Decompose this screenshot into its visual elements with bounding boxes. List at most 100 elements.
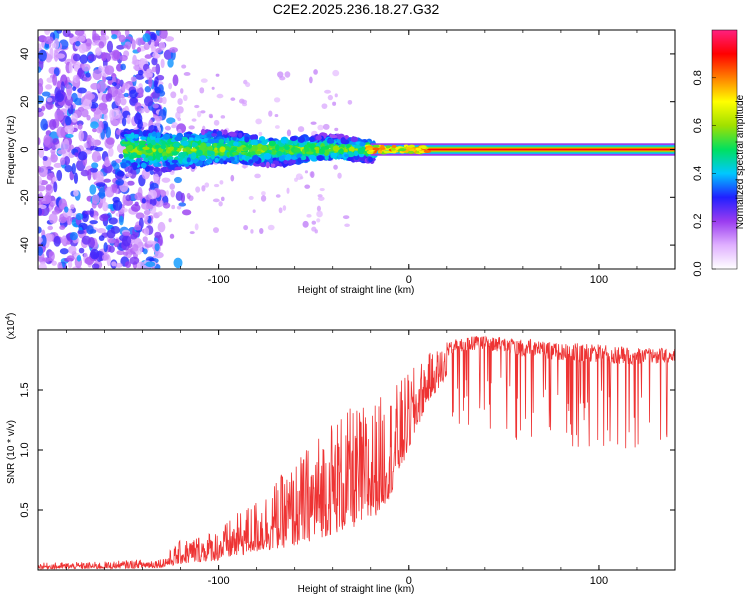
band-blob (314, 147, 320, 151)
noise-blob (157, 221, 166, 233)
noise-blob (327, 94, 334, 101)
band-blob (208, 150, 215, 156)
noise-blob (188, 125, 195, 130)
band-blob (195, 135, 201, 139)
colorbar-tick-label: 0.0 (692, 261, 704, 276)
band-blob (293, 147, 301, 153)
noise-blob (261, 191, 266, 196)
band-blob (390, 147, 396, 151)
noise-blob (168, 82, 173, 90)
noise-blob (74, 30, 85, 36)
band-blob (169, 146, 174, 150)
noise-blob (145, 261, 156, 268)
noise-blob (54, 92, 64, 103)
snr-ytick-label: 0.5 (19, 502, 31, 517)
band-blob (138, 130, 144, 137)
noise-blob (127, 180, 135, 186)
noise-blob (130, 76, 137, 82)
noise-blob (171, 204, 176, 210)
noise-blob (91, 162, 99, 169)
noise-blob (111, 160, 117, 167)
noise-blob (121, 234, 132, 247)
noise-blob (61, 235, 67, 245)
noise-blob (57, 261, 63, 269)
noise-blob (157, 211, 163, 217)
band-blob (285, 153, 292, 161)
noise-blob (72, 53, 81, 62)
noise-blob (324, 89, 332, 94)
noise-blob (322, 123, 330, 130)
band-blob (161, 140, 166, 145)
band-blob (337, 154, 343, 159)
spectrogram-axes: -100 0 100 -40 -20 0 20 40 (19, 30, 676, 286)
noise-blob (143, 214, 149, 222)
noise-blob (211, 86, 215, 90)
band-blob (270, 163, 276, 168)
band-blob (138, 140, 147, 145)
band-blob (135, 154, 142, 159)
snr-axes: -100 0 100 0.5 1.0 1.5 (19, 330, 676, 587)
spectrogram-xtick-label: -100 (208, 274, 230, 286)
noise-blob (347, 99, 353, 105)
noise-blob (170, 189, 176, 198)
noise-blob (134, 73, 145, 80)
band-blob (372, 147, 380, 151)
band-blob (339, 148, 344, 155)
noise-blob (182, 94, 188, 102)
noise-blob (93, 215, 99, 221)
noise-blob (53, 67, 60, 77)
noise-blob (108, 217, 118, 225)
noise-blob (138, 86, 144, 97)
noise-blob (151, 57, 158, 66)
band-blob (299, 142, 308, 146)
band-blob (150, 139, 157, 146)
noise-blob (282, 205, 287, 211)
band-blob (289, 136, 298, 142)
band-blob (316, 155, 325, 162)
band-blob (238, 132, 243, 138)
noise-blob (66, 215, 73, 226)
band-blob (174, 136, 183, 142)
band-blob (125, 145, 132, 152)
band-blob (219, 158, 224, 165)
noise-blob (218, 201, 223, 207)
noise-blob (332, 101, 337, 106)
noise-blob (43, 146, 49, 152)
noise-blob (104, 65, 115, 75)
band-blob (134, 134, 139, 139)
colorbar-tick-label: 0.4 (692, 166, 704, 181)
noise-blob (230, 174, 235, 182)
noise-blob (111, 82, 117, 87)
snr-ytick-label: 1.0 (19, 442, 31, 457)
noise-blob (172, 74, 179, 87)
band-blob (329, 134, 338, 139)
band-blob (353, 150, 359, 157)
band-blob (249, 151, 256, 156)
noise-blob (67, 245, 77, 254)
snr-panel: -100 0 100 0.5 1.0 1.5 Height of straight lin… (5, 313, 676, 595)
snr-multiplier-close: ) (6, 313, 17, 316)
noise-blob (106, 229, 116, 239)
band-blob (121, 141, 130, 145)
noise-blob (212, 227, 220, 233)
noise-blob (102, 254, 108, 261)
band-blob (284, 145, 290, 151)
noise-blob (208, 113, 213, 118)
band-blob (308, 154, 316, 160)
noise-blob (122, 251, 129, 256)
noise-blob (76, 255, 82, 262)
noise-blob (44, 30, 51, 36)
noise-blob (77, 68, 83, 78)
snr-marks (38, 335, 675, 570)
noise-blob (48, 234, 53, 243)
noise-blob (146, 240, 155, 245)
noise-blob (89, 207, 94, 218)
noise-blob (78, 43, 87, 54)
band-blob (297, 136, 306, 143)
noise-blob (85, 93, 96, 101)
noise-blob (92, 30, 97, 41)
band-blob (140, 136, 147, 141)
band-blob (181, 136, 188, 142)
noise-blob (334, 93, 338, 98)
spectrogram-panel: -100 0 100 -40 -20 0 20 40 Height of straight l… (6, 29, 676, 296)
